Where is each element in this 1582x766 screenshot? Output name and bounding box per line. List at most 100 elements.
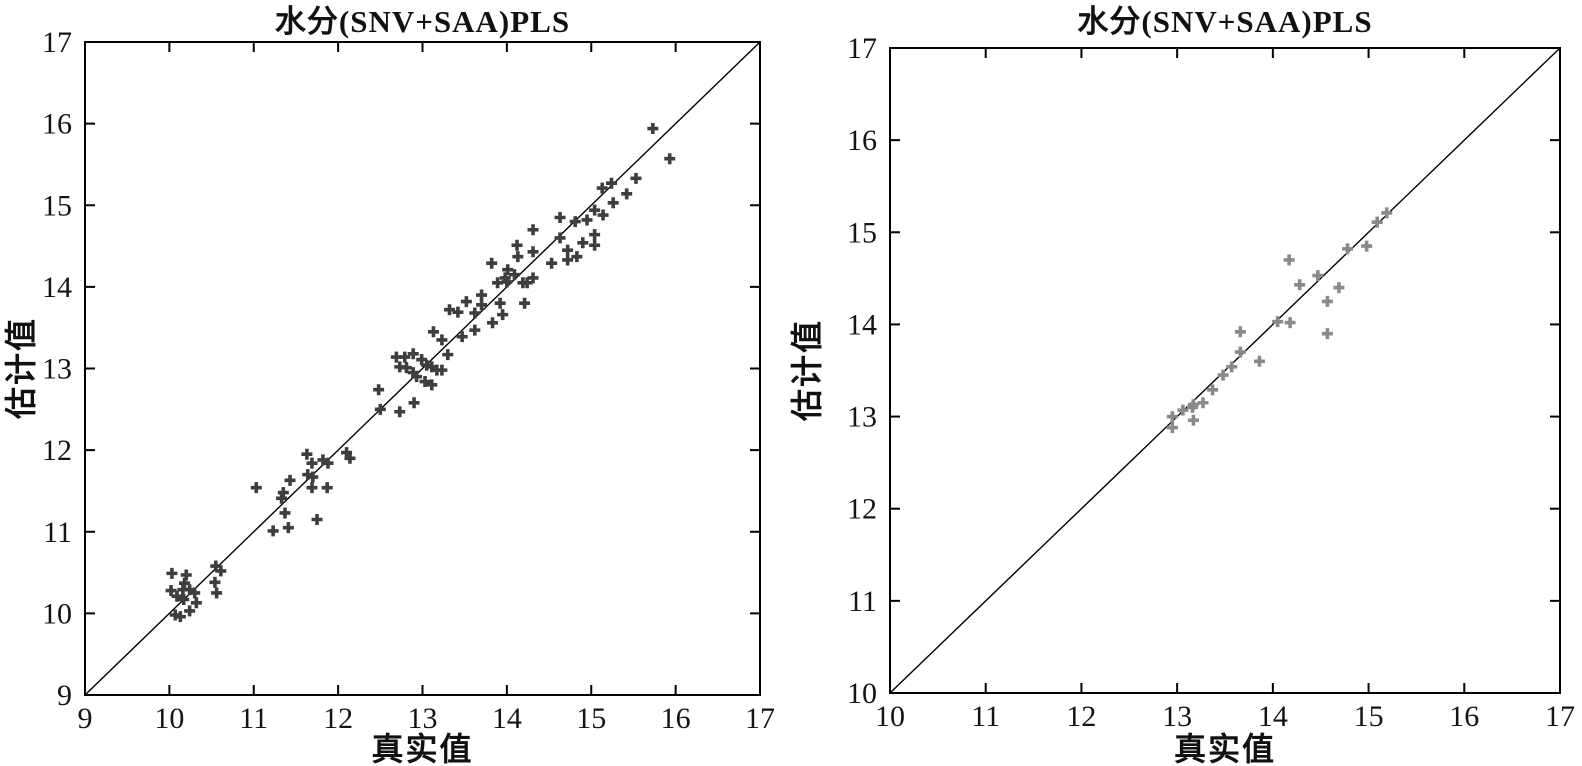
left-plot-point-marker bbox=[282, 522, 294, 534]
right-plot-point-marker bbox=[1283, 254, 1295, 266]
right-plot-point-marker bbox=[1253, 355, 1265, 367]
left-plot-point-marker bbox=[469, 307, 481, 319]
left-plot-point-marker bbox=[344, 452, 356, 464]
right-plot-point-marker bbox=[1342, 243, 1354, 255]
right-plot-point-marker bbox=[1226, 361, 1238, 373]
right-plot-ytick-label: 11 bbox=[848, 585, 877, 618]
left-plot-point-marker bbox=[436, 334, 448, 346]
right-plot-point-marker bbox=[1166, 411, 1178, 423]
right-plot-point-marker bbox=[1381, 207, 1393, 219]
left-plot-point-marker bbox=[307, 471, 319, 483]
left-plot-point-marker bbox=[521, 277, 533, 289]
right-plot-identity-line bbox=[889, 47, 1561, 694]
left-plot-point-marker bbox=[301, 448, 313, 460]
left-plot-point-marker bbox=[399, 351, 411, 363]
left-plot-point-marker bbox=[444, 304, 455, 316]
left-plot-point-marker bbox=[373, 384, 385, 396]
left-plot-point-marker bbox=[596, 182, 608, 194]
left-plot-point-marker bbox=[589, 239, 601, 251]
left-plot-xtick-label: 13 bbox=[408, 702, 438, 735]
right-plot-axes-box bbox=[889, 47, 1561, 694]
left-plot-ytick-label: 17 bbox=[42, 26, 72, 59]
right-plot-xtick-label: 13 bbox=[1162, 700, 1192, 733]
left-plot-point-marker bbox=[276, 492, 288, 504]
left-plot-point-marker bbox=[511, 239, 523, 251]
left-plot-point-marker bbox=[527, 246, 539, 258]
left-plot-point-marker bbox=[597, 209, 609, 221]
left-plot-ytick-label: 10 bbox=[42, 597, 72, 630]
right-plot-tick-labels: 10 11 12 13 14 15 16 17 10 11 12 13 14 15 16 17 bbox=[847, 32, 1575, 733]
right-plot-xtick-label: 17 bbox=[1545, 700, 1575, 733]
right-plot-ytick-label: 13 bbox=[847, 401, 877, 434]
left-plot-point-marker bbox=[426, 379, 438, 391]
left-plot: 9 10 11 12 13 14 15 16 17 9 10 11 12 13 14 15 16 17 bbox=[42, 26, 775, 735]
left-plot-identity-line bbox=[84, 41, 761, 696]
right-plot-ytick-label: 10 bbox=[847, 677, 877, 710]
right-plot-ytick-label: 12 bbox=[847, 493, 877, 526]
left-plot-point-marker bbox=[456, 331, 468, 343]
left-plot-title: 水分(SNV+SAA)PLS bbox=[274, 4, 571, 39]
left-plot-point-marker bbox=[607, 197, 619, 209]
right-plot-point-marker bbox=[1197, 397, 1209, 409]
left-plot-point-marker bbox=[165, 585, 177, 597]
left-plot-point-marker bbox=[527, 272, 539, 284]
left-plot-point-marker bbox=[476, 299, 488, 311]
left-plot-point-marker bbox=[322, 457, 334, 469]
right-plot-point-marker bbox=[1217, 369, 1229, 381]
left-plot-point-marker bbox=[189, 587, 201, 599]
left-plot-ytick-label: 15 bbox=[42, 189, 72, 222]
right-plot-point-marker bbox=[1187, 399, 1199, 411]
left-plot-point-marker bbox=[321, 482, 333, 494]
left-plot-xtick-label: 9 bbox=[78, 702, 93, 735]
left-plot-point-marker bbox=[562, 254, 574, 266]
right-plot-point-marker bbox=[1294, 279, 1306, 291]
left-plot-point-marker bbox=[460, 296, 472, 308]
left-plot-ytick-label: 11 bbox=[43, 516, 72, 549]
left-plot-xtick-label: 16 bbox=[661, 702, 691, 735]
right-plot-point-marker bbox=[1312, 270, 1324, 282]
right-plot-xtick-label: 16 bbox=[1449, 700, 1479, 733]
left-plot-point-marker bbox=[486, 257, 498, 269]
left-plot-point-marker bbox=[341, 447, 353, 459]
left-plot-point-marker bbox=[442, 349, 454, 361]
left-plot-data-points bbox=[165, 123, 676, 623]
left-plot-point-marker bbox=[416, 354, 428, 366]
left-plot-point-marker bbox=[497, 309, 509, 321]
right-plot-xtick-label: 15 bbox=[1354, 700, 1384, 733]
right-plot-point-marker bbox=[1321, 328, 1333, 340]
left-plot-point-marker bbox=[215, 565, 227, 577]
left-plot-point-marker bbox=[407, 348, 419, 360]
left-plot-point-marker bbox=[589, 204, 601, 216]
left-plot-point-marker bbox=[306, 457, 318, 469]
left-plot-xtick-label: 12 bbox=[323, 702, 353, 735]
left-plot-point-marker bbox=[577, 237, 589, 249]
left-plot-point-marker bbox=[174, 611, 186, 623]
right-plot-data-points bbox=[1166, 207, 1393, 434]
left-plot-xtick-label: 17 bbox=[745, 702, 775, 735]
left-plot-point-marker bbox=[267, 525, 279, 537]
left-plot-ytick-label: 12 bbox=[42, 434, 72, 467]
right-plot-point-marker bbox=[1333, 282, 1345, 294]
left-plot-point-marker bbox=[527, 224, 539, 236]
right-plot-point-marker bbox=[1321, 295, 1333, 307]
right-plot-point-marker bbox=[1272, 316, 1284, 328]
left-plot-point-marker bbox=[606, 177, 617, 189]
left-plot-point-marker bbox=[209, 576, 221, 588]
left-plot-ytick-label: 16 bbox=[42, 108, 72, 141]
left-plot-point-marker bbox=[408, 397, 420, 409]
left-plot-point-marker bbox=[166, 567, 178, 579]
left-plot-point-marker bbox=[436, 364, 448, 376]
right-plot-xtick-label: 14 bbox=[1258, 700, 1288, 733]
left-plot-point-marker bbox=[647, 123, 659, 135]
right-plot-point-marker bbox=[1187, 414, 1199, 426]
left-plot-point-marker bbox=[562, 244, 574, 256]
right-plot-point-marker bbox=[1361, 240, 1373, 252]
left-plot-point-marker bbox=[394, 406, 406, 418]
right-plot-point-marker bbox=[1371, 216, 1383, 228]
left-plot-point-marker bbox=[178, 593, 190, 605]
right-plot-ytick-label: 14 bbox=[847, 308, 877, 341]
left-plot-tick-labels: 9 10 11 12 13 14 15 16 17 9 10 11 12 13 14 15 16 17 bbox=[42, 26, 775, 735]
left-plot-point-marker bbox=[499, 272, 511, 284]
left-plot-point-marker bbox=[411, 371, 423, 383]
